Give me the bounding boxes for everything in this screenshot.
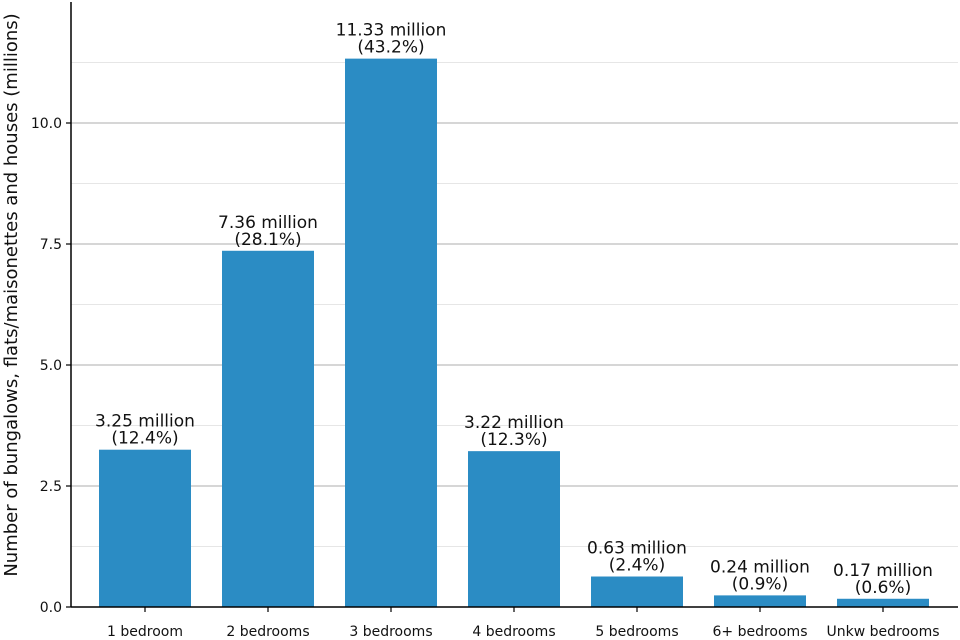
value-label: 11.33 million: [336, 21, 447, 41]
bar-6-bedrooms: [714, 595, 806, 607]
x-tick-label: Unkw bedrooms: [826, 624, 939, 640]
data-labels: 3.25 million(12.4%) 7.36 million(28.1%) 11…: [95, 21, 933, 598]
value-label: 7.36 million: [218, 213, 318, 233]
y-axis-title: Number of bungalows, flats/maisonettes a…: [1, 13, 22, 576]
value-label: 0.17 million: [833, 561, 933, 581]
x-tick-label: 4 bedrooms: [472, 624, 555, 640]
x-tick-label: 1 bedroom: [107, 624, 183, 640]
y-tick-labels: 0.0 2.5 5.0 7.5 10.0: [31, 116, 71, 616]
percent-label: (43.2%): [357, 38, 424, 58]
value-label: 0.24 million: [710, 557, 810, 577]
percent-label: (0.6%): [855, 578, 911, 598]
x-tick-label: 3 bedrooms: [349, 624, 432, 640]
x-tick-label: 2 bedrooms: [226, 624, 309, 640]
percent-label: (2.4%): [609, 556, 665, 576]
percent-label: (12.4%): [111, 429, 178, 449]
value-label: 0.63 million: [587, 539, 687, 559]
y-tick-label: 2.5: [40, 479, 62, 495]
x-tick-label: 6+ bedrooms: [713, 624, 808, 640]
percent-label: (28.1%): [234, 230, 301, 250]
bar-4-bedrooms: [468, 451, 560, 607]
y-tick-label: 0.0: [40, 600, 62, 616]
y-tick-label: 5.0: [40, 358, 62, 374]
bar-3-bedrooms: [345, 58, 437, 608]
grid-lines: [71, 62, 958, 547]
value-label: 3.22 million: [464, 413, 564, 433]
y-tick-label: 10.0: [31, 116, 62, 132]
percent-label: (12.3%): [480, 430, 547, 450]
x-tick-labels: 1 bedroom 2 bedrooms 3 bedrooms 4 bedrooms 5…: [107, 607, 940, 640]
value-label: 3.25 million: [95, 412, 195, 432]
bar-2-bedrooms: [222, 250, 314, 607]
y-tick-label: 7.5: [40, 237, 62, 253]
bar-5-bedrooms: [591, 576, 683, 607]
bar-1-bedroom: [99, 449, 191, 607]
bar-unkw-bedrooms: [837, 598, 929, 607]
bars: [99, 58, 929, 608]
x-tick-label: 5 bedrooms: [595, 624, 678, 640]
percent-label: (0.9%): [732, 574, 788, 594]
